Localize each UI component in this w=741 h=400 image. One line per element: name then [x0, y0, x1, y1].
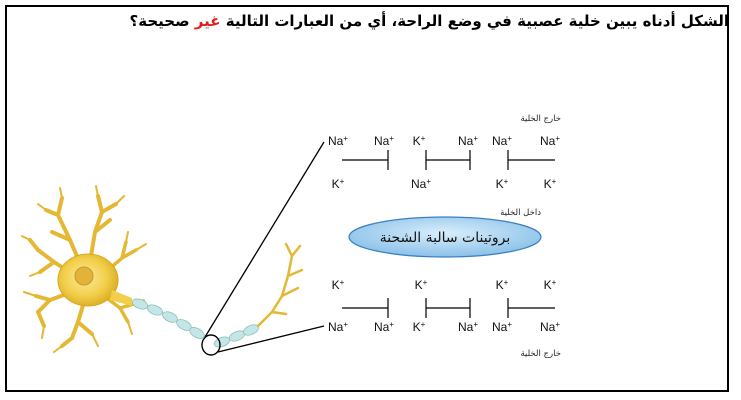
ion-bottom-inside: K+: [415, 278, 428, 292]
ion-bottom-outside: Na+: [458, 320, 478, 334]
membrane-top: [342, 150, 555, 170]
label-outside-bottom: خارج الخلية: [520, 349, 561, 359]
axon: [131, 298, 259, 348]
ion-bottom-outside: Na+: [328, 320, 348, 334]
ion-bottom-inside: K+: [496, 278, 509, 292]
ion-bottom-outside: Na+: [492, 320, 512, 334]
ion-top-outside: Na+: [374, 134, 394, 148]
question-negation: غير: [194, 12, 221, 30]
neuron-nucleus: [74, 266, 94, 286]
ion-bottom-inside: K+: [332, 278, 345, 292]
question-frame: [5, 5, 729, 392]
ion-top-inside: K+: [496, 177, 509, 191]
label-outside-top: خارج الخلية: [520, 114, 561, 124]
ion-top-outside: Na+: [458, 134, 478, 148]
protein-label: بروتينات سالبة الشحنة: [380, 230, 510, 246]
neuron: [21, 185, 304, 353]
ion-bottom-inside: K+: [544, 278, 557, 292]
axon-hillock: [110, 290, 132, 306]
zoom-line-top: [204, 141, 325, 338]
ion-bottom-outside: Na+: [540, 320, 560, 334]
membrane-bottom: [342, 298, 555, 318]
protein-ellipse: [348, 216, 542, 258]
ion-top-outside: Na+: [540, 134, 560, 148]
axon-terminal: [256, 242, 304, 328]
negative-proteins: بروتينات سالبة الشحنة: [348, 216, 542, 258]
label-inside: داخل الخلية: [500, 208, 541, 218]
ion-top-inside: K+: [332, 177, 345, 191]
ion-top-inside: Na+: [411, 177, 431, 191]
zoom-circle: [201, 334, 221, 356]
ion-top-outside: Na+: [328, 134, 348, 148]
ion-bottom-outside: Na+: [374, 320, 394, 334]
ion-bottom-outside: K+: [413, 320, 426, 334]
question-text: الشكل أدناه يبين خلية عصبية في وضع الراح…: [130, 12, 729, 30]
ion-top-outside: K+: [413, 134, 426, 148]
ion-top-outside: Na+: [492, 134, 512, 148]
ion-top-inside: K+: [544, 177, 557, 191]
zoom-line-bottom: [217, 325, 325, 353]
question-part1: الشكل أدناه يبين خلية عصبية في وضع الراح…: [220, 12, 729, 30]
question-part2: صحيحة؟: [129, 12, 195, 30]
